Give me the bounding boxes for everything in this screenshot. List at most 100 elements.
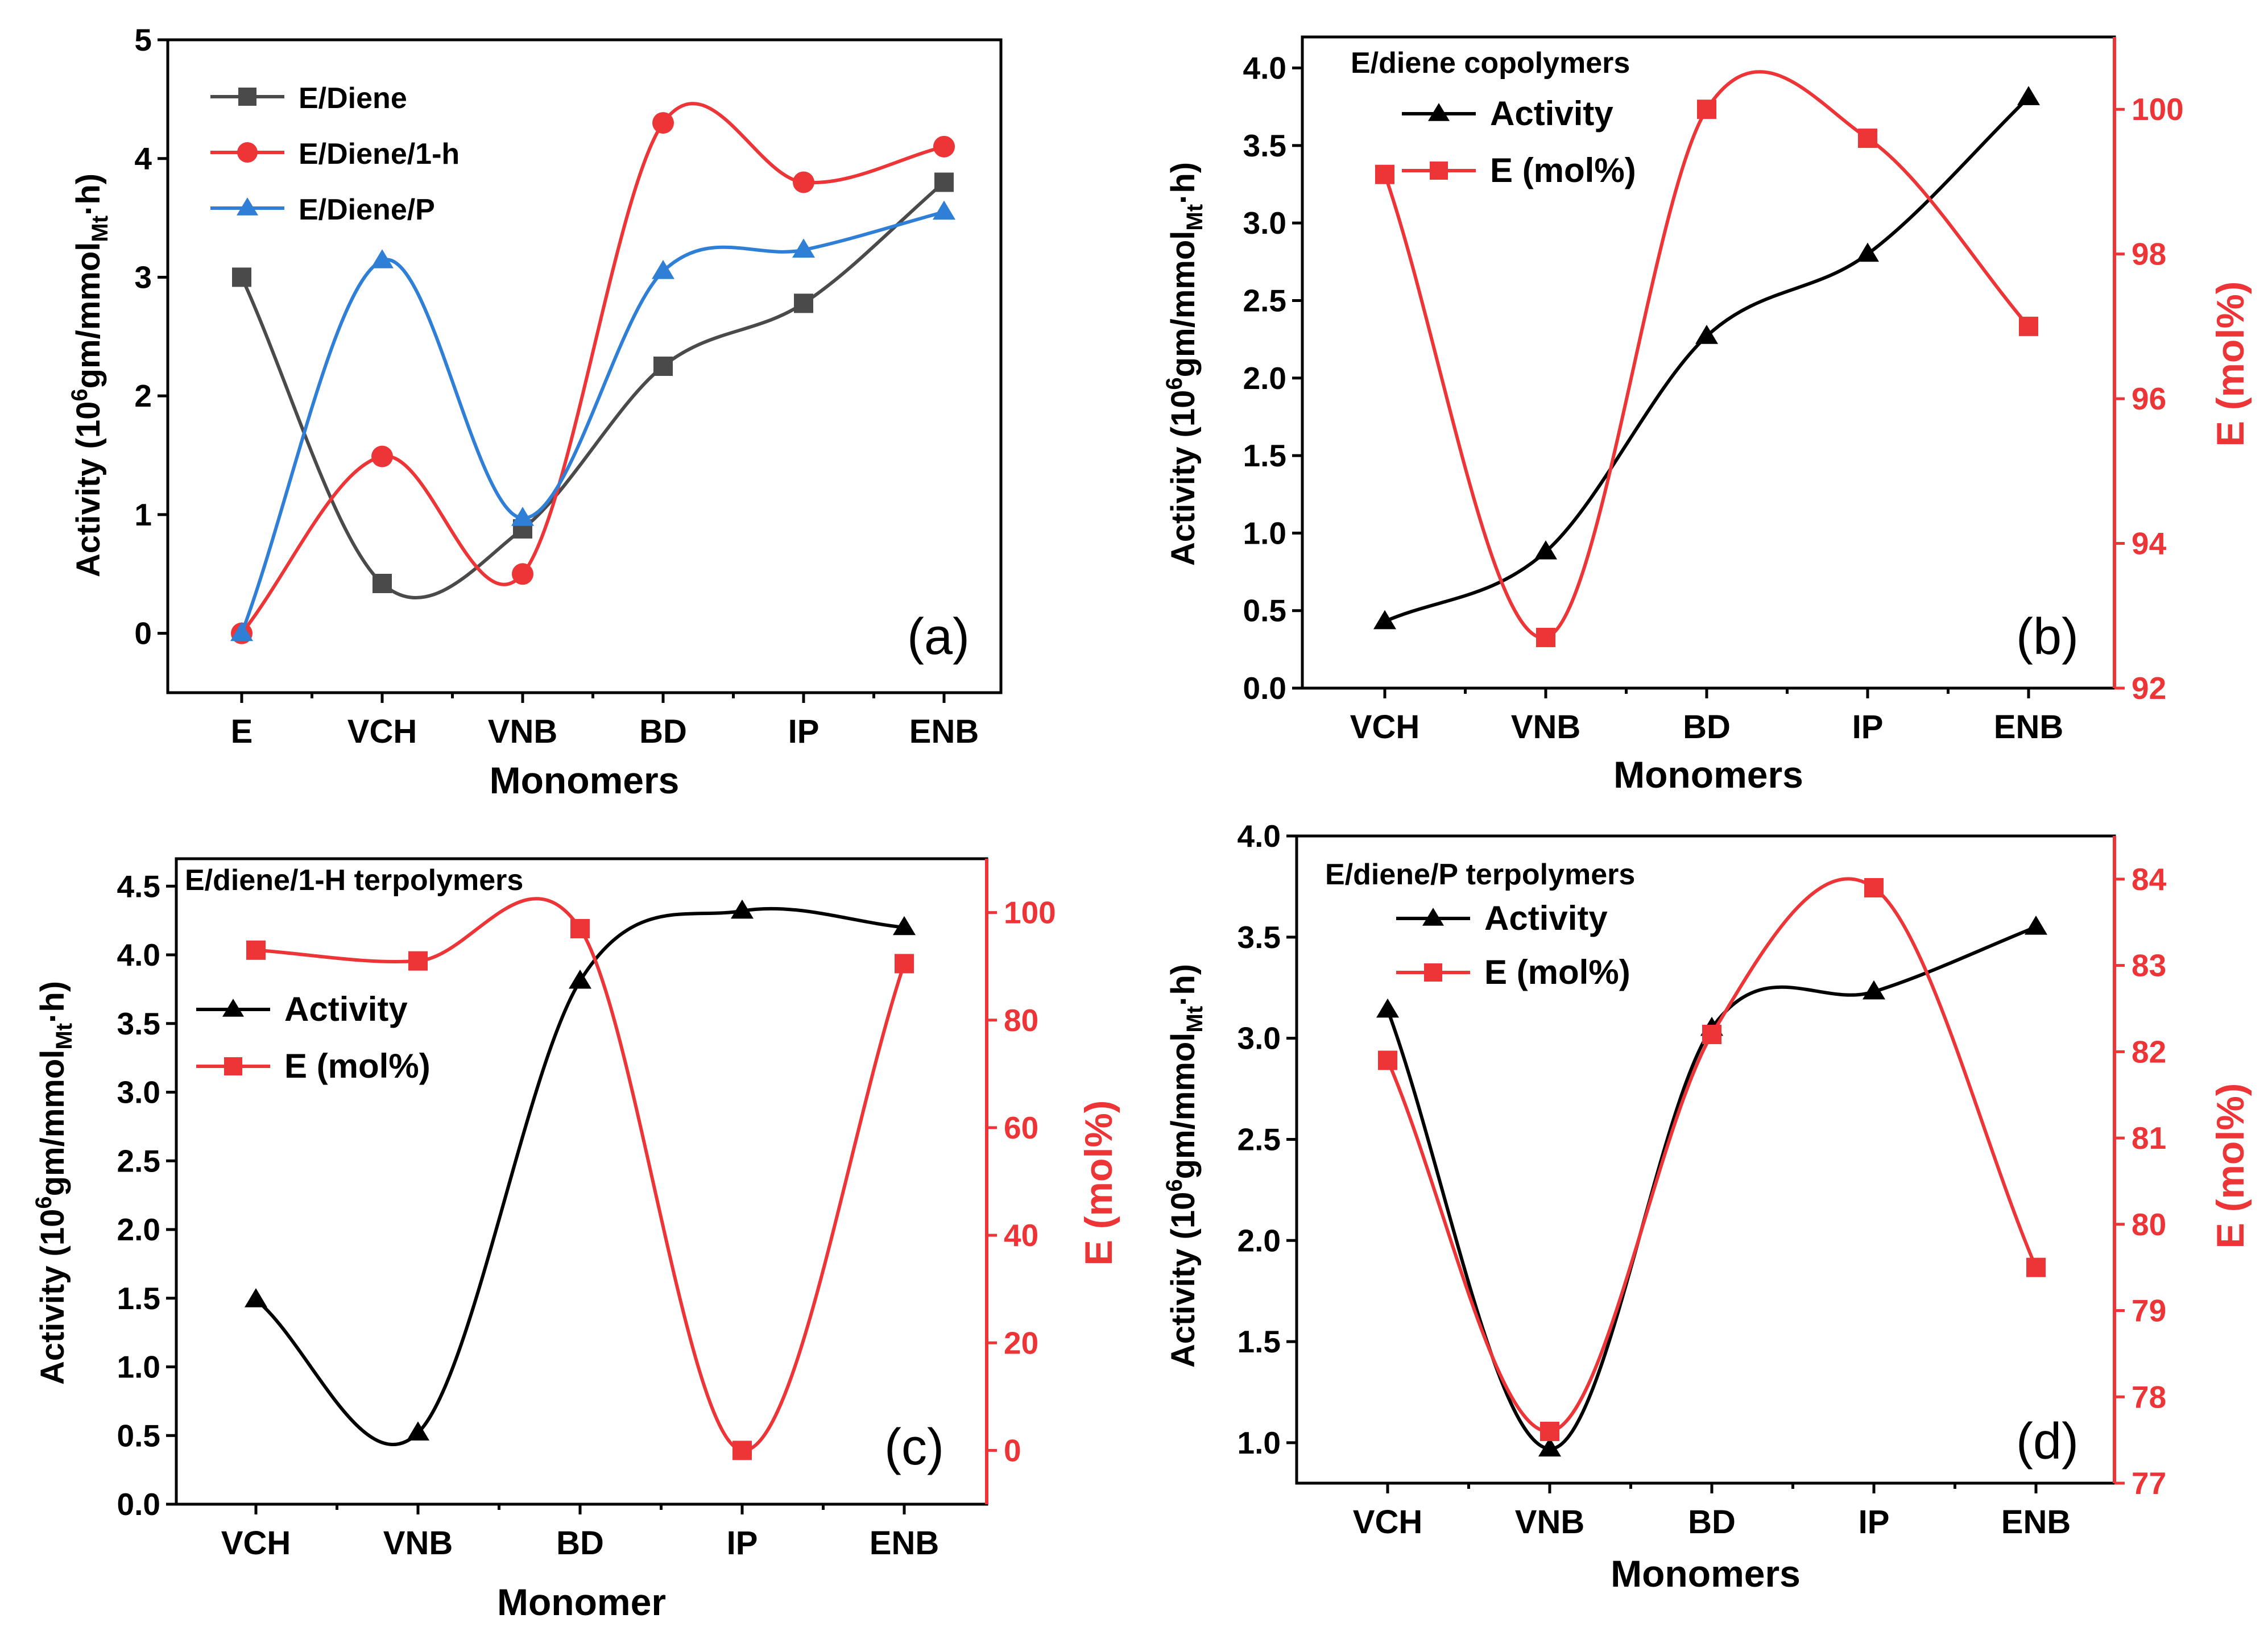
y-tick-label: 0.0 [117, 1487, 160, 1522]
x-axis-title: Monomers [1611, 1553, 1801, 1595]
x-tick-label: IP [1852, 709, 1884, 746]
data-point [1702, 1024, 1721, 1044]
data-point [1536, 627, 1555, 647]
y-tick-label: 1.5 [1238, 1324, 1281, 1359]
y-tick-label: 2.5 [117, 1143, 160, 1178]
legend-marker [238, 88, 256, 106]
legend: E/Diene E/Diene/1-h E/Diene/P [210, 82, 460, 226]
x-tick-label: IP [788, 713, 820, 750]
series-activity [1373, 86, 2040, 630]
y-tick-label: 5 [134, 22, 152, 57]
legend-label: E/Diene [299, 82, 407, 115]
y2-tick-label: 82 [2132, 1034, 2166, 1069]
legend: Activity E (mol%) [1402, 94, 1636, 189]
data-point [794, 293, 813, 313]
series-e-mol- [246, 897, 914, 1460]
data-point [731, 899, 754, 919]
y2-tick-label: 81 [2132, 1120, 2166, 1156]
data-point [1864, 878, 1884, 898]
panel-title: E/diene copolymers [1351, 47, 1630, 80]
data-point [1376, 998, 1399, 1018]
y-tick-label: 2.5 [1238, 1121, 1281, 1157]
x-tick-label: ENB [1994, 709, 2063, 746]
x-axis-title: Monomer [497, 1581, 666, 1623]
y-tick-label: 0.5 [117, 1418, 160, 1453]
data-point [793, 171, 814, 193]
x-tick-label: VNB [488, 713, 557, 750]
data-point [933, 135, 955, 158]
data-point [1858, 129, 1877, 148]
panel-title: E/diene/1-H terpolymers [185, 864, 523, 897]
chart-panel-4: 1.0 1.5 2.0 2.5 3.0 3.5 4.0 77 78 79 80 81 82 83 84 VCH… [1162, 818, 2252, 1595]
chart-panel-3: 0.0 0.5 1.0 1.5 2.0 2.5 3.0 3.5 4.0 4.5 0 20 40 60 80 1… [31, 857, 1120, 1623]
panel-letter: (c) [884, 1419, 944, 1476]
data-point [371, 445, 393, 467]
y-tick-label: 3.0 [1243, 205, 1286, 241]
x-tick-label: VCH [1350, 709, 1419, 746]
x-tick-label: VCH [1353, 1504, 1422, 1541]
data-point [245, 1288, 267, 1307]
series-line [240, 102, 945, 635]
x-tick-label: BD [1688, 1504, 1736, 1541]
data-point [1538, 1437, 1561, 1457]
data-point [230, 622, 253, 641]
y2-tick-label: 100 [1004, 895, 1056, 930]
data-point [1697, 100, 1716, 119]
series-line [1386, 877, 2038, 1433]
legend-label: E (mol%) [284, 1047, 431, 1085]
legend: Activity E (mol%) [1396, 899, 1630, 991]
x-axis-title: Monomers [490, 759, 680, 801]
data-point [1373, 610, 1396, 630]
y-tick-label: 4 [134, 141, 152, 176]
series-e-mol- [1375, 70, 2038, 647]
x-tick-label: BD [556, 1525, 604, 1562]
x-tick-label: VNB [1515, 1504, 1584, 1541]
y-axis-title: Activity (106gm/mmolMt·h) [67, 173, 113, 577]
legend-label: E (mol%) [1484, 953, 1630, 991]
data-point [232, 267, 251, 287]
x-tick-label: E [231, 713, 253, 750]
series-line [255, 907, 905, 1446]
data-point [2026, 1257, 2046, 1277]
legend-marker [1428, 103, 1450, 121]
y2-tick-label: 94 [2132, 526, 2167, 561]
y-tick-label: 3.0 [117, 1075, 160, 1110]
legend-marker [237, 142, 258, 163]
data-point [2025, 916, 2047, 935]
data-point [652, 259, 674, 279]
data-point [512, 563, 533, 585]
legend-label: E (mol%) [1490, 151, 1636, 189]
y-tick-label: 4.0 [1238, 818, 1281, 854]
legend-marker [1424, 963, 1442, 982]
y-tick-label: 4.0 [1243, 51, 1286, 86]
y-tick-label: 3 [134, 259, 152, 295]
y-tick-label: 3.5 [1238, 920, 1281, 955]
y2-tick-label: 80 [1004, 1003, 1038, 1038]
plot-frame [1295, 834, 2116, 1485]
data-point [1540, 1421, 1559, 1441]
chart-panel-2: 0.0 0.5 1.0 1.5 2.0 2.5 3.0 3.5 4.0 92 94 96 98 100 VC… [1162, 35, 2252, 796]
x-tick-label: BD [1683, 709, 1731, 746]
y2-tick-label: 20 [1004, 1325, 1038, 1360]
y-tick-label: 1.0 [117, 1350, 160, 1385]
data-point [792, 238, 815, 258]
legend-marker [224, 1057, 242, 1075]
y-tick-label: 3.5 [1243, 128, 1286, 163]
legend-label: E/Diene/1-h [299, 138, 460, 171]
data-point [2019, 316, 2038, 336]
data-point [371, 249, 394, 268]
y2-tick-label: 98 [2132, 237, 2166, 272]
panel-letter: (b) [2016, 609, 2079, 665]
x-tick-label: ENB [909, 713, 979, 750]
legend-marker [1422, 908, 1444, 926]
y2-tick-label: 96 [2132, 381, 2166, 416]
y-tick-label: 0.0 [1243, 670, 1286, 706]
legend-label: Activity [1484, 899, 1608, 937]
series-line [1384, 96, 2030, 623]
y-tick-label: 3.0 [1238, 1021, 1281, 1056]
legend-label: Activity [284, 990, 408, 1028]
data-point [511, 507, 534, 526]
panel-title: E/diene/P terpolymers [1325, 858, 1635, 891]
data-point [407, 1421, 429, 1441]
